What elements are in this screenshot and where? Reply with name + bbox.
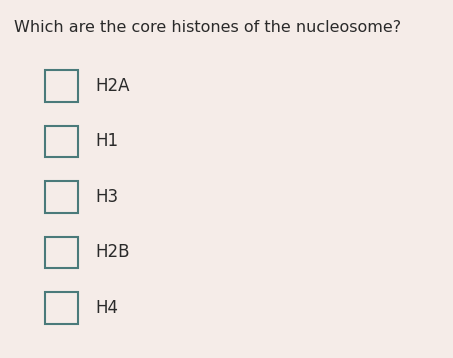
Text: H3: H3 (95, 188, 118, 206)
Text: H1: H1 (95, 132, 118, 150)
Text: H2B: H2B (95, 243, 130, 261)
FancyBboxPatch shape (45, 126, 78, 157)
FancyBboxPatch shape (45, 237, 78, 268)
Text: H2A: H2A (95, 77, 130, 95)
FancyBboxPatch shape (45, 181, 78, 213)
Text: H4: H4 (95, 299, 118, 317)
Text: Which are the core histones of the nucleosome?: Which are the core histones of the nucle… (14, 20, 401, 35)
FancyBboxPatch shape (45, 70, 78, 102)
FancyBboxPatch shape (45, 292, 78, 324)
